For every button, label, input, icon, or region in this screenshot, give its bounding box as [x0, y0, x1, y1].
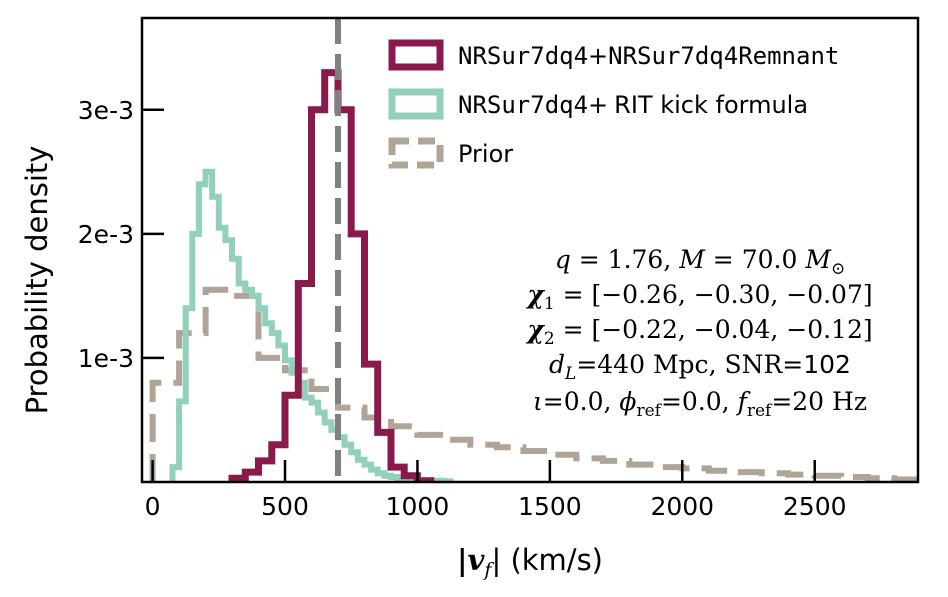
plot-frame [140, 16, 920, 484]
legend-swatch-nrsur-remnant [388, 39, 444, 71]
annotation-chi2-sub: 2 [544, 329, 555, 349]
annotation-phi-value: 0.0 [682, 387, 722, 416]
histogram-nrsur-remnant [228, 69, 435, 482]
histogram-rit-kick [169, 168, 454, 482]
annotation-iota-symbol: ι [533, 387, 543, 416]
x-tick-label-1000: 1000 [386, 492, 450, 521]
y-tick-label-3: 3e-3 [78, 96, 134, 125]
annotation-msun-symbol: M [804, 245, 832, 274]
legend-label-rit-model: NRSur7dq4 [458, 91, 588, 119]
annotation-snr-value: 102 [803, 350, 851, 379]
annotation-dl-symbol: d [549, 350, 565, 379]
annotation-dl-eq: = [576, 350, 597, 379]
annotation-chi1-sub: 1 [544, 294, 555, 314]
legend-label-rit-formula: RIT kick formula [614, 91, 808, 119]
legend-label-rit-plus: + [588, 91, 608, 119]
y-axis-label: Probability density [20, 146, 54, 415]
annotation-phi-sub: ref [636, 401, 662, 421]
annotation-f-value: 20 Hz [792, 387, 867, 416]
x-axis-label-unit: | (km/s) [491, 543, 603, 577]
annotation-snr-label: SNR= [724, 350, 803, 379]
annotation-angles-line: ι=0.0, ϕref=0.0, fref=20 Hz [533, 387, 867, 421]
x-axis-label: |vf| (km/s) [457, 543, 603, 581]
annotation-q-value: 1.76 [608, 245, 664, 274]
x-tick-label-1500: 1500 [518, 492, 582, 521]
x-axis-label-math: |v [457, 543, 486, 577]
annotation-m-value: 70.0 [742, 245, 798, 274]
plot-layer: 0 500 1000 1500 2000 2500 1e-3 2e-3 3e-3 [78, 16, 920, 521]
annotation-f-eq: = [771, 387, 792, 416]
annotation-chi2-line: χ2 = [−0.22, −0.04, −0.12] [525, 315, 872, 349]
annotation-chi1-symbol: χ [525, 280, 545, 309]
x-tick-label-2000: 2000 [650, 492, 714, 521]
x-axis-label-sub: f [482, 559, 494, 581]
annotation-q-symbol: q [555, 245, 571, 274]
x-tick-label-2500: 2500 [783, 492, 847, 521]
annotation-chi2-symbol: χ [525, 315, 545, 344]
annotation-chi2-value: [−0.22, −0.04, −0.12] [591, 315, 872, 344]
annotation-chi1-line: χ1 = [−0.26, −0.30, −0.07] [525, 280, 872, 314]
y-tick-label-2: 2e-3 [78, 220, 134, 249]
legend-swatch-prior [388, 137, 444, 169]
histogram-prior [149, 286, 918, 482]
legend-label-rit: NRSur7dq4+ RIT kick formula [458, 91, 808, 119]
annotation-distance-line: dL=440 Mpc, SNR=102 [549, 350, 851, 384]
legend-label-nrsur-remnant-plus: + [588, 42, 608, 70]
annotation-mass-ratio-line: q = 1.76, M = 70.0 M⊙ [555, 245, 845, 279]
legend-label-nrsur-remnant-model: NRSur7dq4 [458, 42, 588, 70]
legend-label-nrsur-remnant-remnant: NRSur7dq4Remnant [608, 42, 839, 70]
legend-label-prior: Prior [458, 140, 513, 168]
annotation-f-symbol: f [736, 387, 751, 416]
annotation-iota-value: 0.0 [564, 387, 604, 416]
annotation-dl-sub: L [564, 364, 576, 384]
legend-label-nrsur-remnant: NRSur7dq4+NRSur7dq4Remnant [458, 42, 839, 70]
parameter-annotation: q = 1.76, M = 70.0 M⊙ χ1 = [−0.26, −0.30… [525, 245, 872, 421]
annotation-f-sub: ref [747, 401, 773, 421]
legend: NRSur7dq4+NRSur7dq4Remnant NRSur7dq4+ RIT… [388, 39, 839, 169]
annotation-m-symbol: M [678, 245, 706, 274]
y-tick-label-1: 1e-3 [78, 344, 134, 373]
annotation-chi1-eq: = [555, 280, 592, 309]
x-tick-label-500: 500 [261, 492, 309, 521]
annotation-chi1-value: [−0.26, −0.30, −0.07] [591, 280, 872, 309]
x-tick-label-0: 0 [145, 492, 161, 521]
annotation-msun-sub: ⊙ [831, 259, 845, 279]
annotation-dl-value: 440 Mpc [597, 350, 708, 379]
annotation-phi-symbol: ϕ [619, 387, 636, 416]
annotation-phi-eq: = [661, 387, 682, 416]
annotation-iota-eq: = [543, 387, 564, 416]
legend-swatch-rit [388, 88, 444, 120]
annotation-chi2-eq: = [555, 315, 592, 344]
